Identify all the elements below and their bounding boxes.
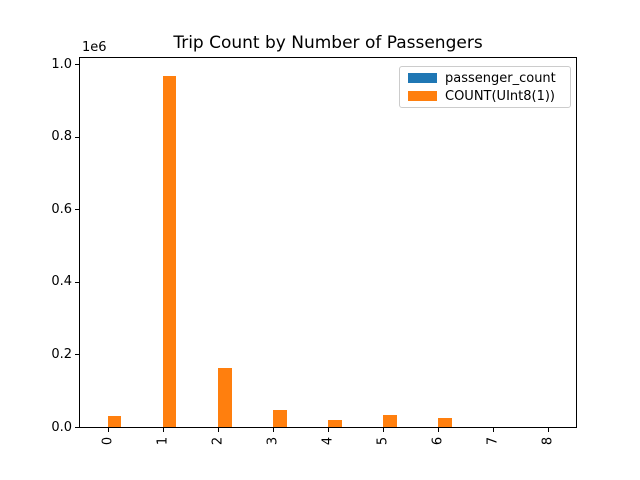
x-tick-mark — [108, 428, 109, 432]
y-tick-mark — [75, 63, 79, 65]
x-tick-mark — [218, 428, 219, 432]
plot-area — [79, 57, 577, 428]
bar-COUNT(UInt8(1))-3 — [272, 410, 287, 427]
bar-COUNT(UInt8(1))-1 — [162, 75, 177, 427]
y-tick-label: 1.0 — [51, 56, 72, 72]
legend-swatch — [408, 91, 437, 101]
x-tick-label: 7 — [485, 436, 501, 446]
y-tick-mark — [75, 136, 79, 138]
bar-COUNT(UInt8(1))-0 — [107, 416, 122, 427]
x-tick-mark — [493, 428, 494, 432]
y-tick-label: 0.6 — [51, 201, 72, 217]
legend-label: passenger_count — [445, 70, 556, 86]
x-tick-label: 0 — [100, 436, 116, 446]
legend: passenger_count COUNT(UInt8(1)) — [399, 66, 571, 108]
x-tick-mark — [328, 428, 329, 432]
legend-entry: COUNT(UInt8(1)) — [408, 89, 562, 103]
y-tick-label: 0.2 — [51, 346, 72, 362]
bar-COUNT(UInt8(1))-2 — [217, 367, 232, 427]
y-tick-label: 0.4 — [51, 274, 72, 290]
x-tick-mark — [383, 428, 384, 432]
x-tick-mark — [438, 428, 439, 432]
x-tick-label: 3 — [265, 436, 281, 446]
legend-swatch — [408, 73, 437, 83]
y-axis-offset-label: 1e6 — [82, 40, 107, 55]
x-tick-label: 5 — [375, 436, 391, 446]
bar-COUNT(UInt8(1))-5 — [383, 415, 397, 427]
y-tick-mark — [75, 208, 79, 210]
legend-label: COUNT(UInt8(1)) — [445, 88, 556, 104]
y-tick-mark — [75, 281, 79, 283]
x-tick-label: 6 — [430, 436, 446, 446]
bar-COUNT(UInt8(1))-6 — [438, 417, 452, 427]
x-tick-mark — [273, 428, 274, 432]
y-tick-mark — [75, 353, 79, 355]
x-tick-label: 2 — [210, 436, 226, 446]
y-tick-label: 0.8 — [51, 129, 72, 145]
x-tick-mark — [548, 428, 549, 432]
chart-title: Trip Count by Number of Passengers — [173, 33, 483, 53]
y-tick-label: 0.0 — [51, 419, 72, 435]
x-tick-mark — [163, 428, 164, 432]
x-tick-label: 1 — [155, 436, 171, 446]
x-tick-label: 4 — [320, 436, 336, 446]
x-tick-label: 8 — [540, 436, 556, 446]
y-tick-mark — [75, 426, 79, 428]
legend-entry: passenger_count — [408, 71, 562, 85]
bar-COUNT(UInt8(1))-4 — [328, 419, 342, 427]
